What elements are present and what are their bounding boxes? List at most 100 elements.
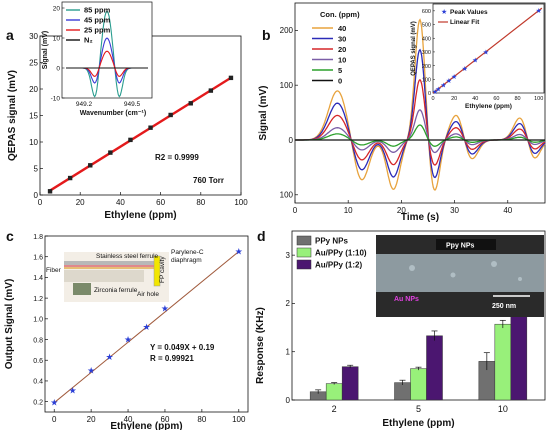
panel-a-x-tick-label: 60: [156, 198, 165, 207]
panel-b-inset-y-tick-label: 200: [422, 64, 431, 70]
panel-a-inset-legend-label: 25 ppm: [84, 26, 111, 35]
panel-b-inset-data-point: ★: [472, 57, 478, 65]
panel-b-signal-trace: [295, 109, 546, 154]
panel-b-legend-label: 10: [338, 55, 346, 64]
panel-d-legend-label: Au/PPy (1:10): [315, 249, 367, 258]
panel-c-data-point: ★: [124, 335, 132, 345]
panel-a-data-point: [168, 112, 173, 118]
panel-b-inset-data-point: ★: [536, 7, 542, 15]
panel-a-inset-y-tick-label: -10: [51, 96, 61, 103]
panel-a-data-point: [188, 101, 193, 106]
panel-b-inset-y-tick-label: 500: [422, 23, 431, 29]
panel-d-bar: [410, 368, 427, 401]
panel-d-bar: [394, 382, 411, 401]
panel-b-legend-label: 30: [338, 34, 346, 43]
panel-d-legend-swatch: [296, 247, 312, 258]
panel-c-y-tick-label: 0.8: [33, 337, 43, 344]
panel-b-x-axis-label: Time (s): [401, 212, 439, 223]
sem-top-label: Ppy NPs: [446, 243, 475, 250]
panel-b-legend-title: Con. (ppm): [320, 10, 360, 19]
panel-c-r-value: R = 0.99921: [150, 354, 194, 363]
panel-a-data-point: [67, 175, 73, 181]
ferrule-photo: [73, 283, 91, 295]
panel-c-label: c: [6, 228, 14, 244]
panel-c-fit-equation: Y = 0.049X + 0.19: [150, 343, 215, 352]
panel-a-r2-annotation: R2 = 0.9999: [155, 153, 199, 162]
sem-cross-section: [376, 254, 544, 292]
panel-a-data-point: [108, 150, 113, 155]
panel-c-y-tick-label: 1.2: [33, 296, 43, 303]
fp-sensor-diagram: Stainless steel ferrule Parylene-C diaph…: [46, 249, 204, 302]
panel-b-legend-label: 20: [338, 45, 346, 54]
panel-c-data-point: ★: [87, 366, 95, 376]
panel-c-x-tick-label: 20: [87, 415, 96, 424]
panel-c-y-tick-label: 0.6: [33, 358, 43, 365]
panel-c-y-tick-label: 0.4: [33, 379, 43, 386]
panel-b-inset-x-axis-label: Ethylene (ppm): [465, 103, 512, 110]
panel-b-inset-y-tick-label: 300: [422, 50, 431, 56]
label-air-hole: Air hole: [137, 291, 159, 298]
panel-c-frame: [44, 235, 249, 413]
panel-c-y-tick-label: 1.8: [33, 234, 43, 241]
panel-a-inset-y-axis-label: Signal (mV): [42, 31, 49, 70]
panel-c-data-point: ★: [69, 385, 77, 395]
sem-top-label-box: [436, 239, 496, 250]
panel-d-y-tick-label: 0: [286, 396, 291, 405]
panel-b-x-tick-label: 40: [503, 206, 512, 215]
panel-c-y-tick-label: 0.2: [33, 399, 43, 406]
sem-bottom-label: Au NPs: [394, 296, 419, 303]
panel-a-y-tick-label: 25: [29, 58, 38, 67]
panel-d-y-tick-label: 3: [286, 251, 291, 260]
label-parylene: Parylene-C: [171, 249, 204, 256]
panel-c-y-axis-label: Output Signal (mV): [4, 279, 15, 370]
panel-d-x-tick-label: 5: [416, 404, 421, 414]
panel-b-x-tick-label: 0: [293, 206, 298, 215]
panel-a-inset-y-tick-label: 0: [56, 66, 60, 73]
label-fiber: Fiber: [46, 267, 62, 274]
panel-a-inset-x-tick-label: 949.2: [76, 101, 93, 108]
panel-d-y-tick-label: 2: [286, 299, 291, 308]
panel-b-inset-y-axis-label: QEPAS signal (mV): [411, 21, 417, 76]
panel-b-x-tick-label: 20: [397, 206, 406, 215]
panel-d-legend-label: Au/PPy (1:2): [315, 261, 362, 270]
panel-b-inset-data-point: ★: [435, 85, 441, 93]
panel-c-x-tick-label: 0: [52, 415, 57, 424]
panel-c-x-tick-label: 60: [161, 415, 170, 424]
panel-c-data-point: ★: [106, 352, 114, 362]
label-fp-cavity: FP cavity: [159, 256, 166, 283]
panel-b-inset-legend-label: Peak Values: [450, 9, 488, 16]
panel-a-y-tick-label: 0: [34, 191, 39, 200]
panel-c-y-tick-label: 1.6: [33, 255, 43, 262]
panel-a-inset-legend-label: 85 ppm: [84, 6, 111, 15]
panel-a-inset-y-tick-label: 10: [53, 36, 61, 43]
panel-a-label: a: [6, 27, 14, 43]
panel-b-legend-label: 5: [338, 66, 342, 75]
panel-a-data-point: [208, 88, 214, 93]
panel-b-frame: [294, 2, 546, 204]
panel-b-inset-y-tick-label: 400: [422, 36, 431, 42]
panel-a-fit-line: [49, 76, 232, 192]
panel-a-data-point: [47, 189, 53, 194]
panel-c-x-tick-label: 80: [197, 415, 206, 424]
panel-c-data-point: ★: [50, 398, 58, 408]
panel-a-x-tick-label: 0: [38, 198, 43, 207]
panel-a-pressure-annotation: 760 Torr: [193, 176, 224, 185]
steel-ferrule-shape: [64, 261, 154, 265]
panel-b-x-tick-label: 10: [344, 206, 353, 215]
fp-cavity-shape: [153, 255, 161, 287]
panel-b-inset-y-tick-label: 100: [422, 78, 431, 84]
panel-a-data-point: [128, 137, 133, 143]
panel-c-x-axis-label: Ethylene (ppm): [110, 421, 182, 430]
panel-a-x-tick-label: 20: [76, 198, 85, 207]
panel-c-data-point: ★: [161, 303, 169, 313]
sem-particle: [409, 265, 415, 271]
panel-a-x-tick-label: 100: [234, 198, 248, 207]
panel-b-y-tick-label: 200: [280, 26, 294, 35]
panel-b-inset-x-tick-label: 0: [431, 96, 434, 102]
panel-a-y-tick-label: 15: [29, 111, 38, 120]
panel-b-inset-y-tick-label: 600: [422, 9, 431, 15]
panel-b-inset-data-point: ★: [446, 77, 452, 85]
